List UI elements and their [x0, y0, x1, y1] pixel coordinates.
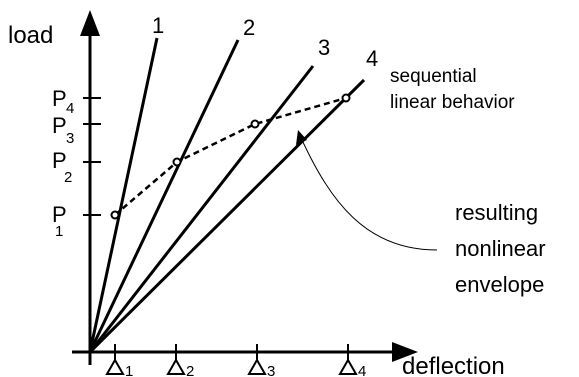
line-label-4: 4 — [366, 46, 378, 71]
load-label-1: P 1 — [52, 202, 67, 240]
line-label-3: 3 — [318, 35, 330, 60]
envelope-pointer-arrowhead — [296, 130, 307, 145]
line-label-1: 1 — [152, 13, 164, 38]
annotation-envelope-line2: nonlinear — [455, 236, 546, 261]
stiffness-line-2 — [88, 39, 240, 353]
stiffness-line-3 — [88, 65, 315, 353]
nonlinear-envelope — [114, 96, 347, 216]
x-axis-label: deflection — [402, 353, 505, 377]
annotation-sequential-line1: sequential — [390, 66, 477, 87]
load-label-1-sub: 1 — [55, 223, 63, 240]
line-label-2: 2 — [243, 15, 255, 40]
y-axis-label: load — [8, 22, 53, 49]
delta-icon — [338, 357, 358, 375]
deflection-step-4: 4 — [338, 344, 366, 377]
x-axis-arrowhead — [392, 342, 418, 362]
deflection-step-4-sub: 4 — [358, 363, 366, 377]
delta-icon — [166, 357, 186, 375]
deflection-step-1: 1 — [105, 344, 133, 377]
load-label-4: P 4 — [52, 86, 74, 117]
deflection-step-2-sub: 2 — [186, 363, 194, 377]
annotation-envelope-line3: envelope — [455, 272, 544, 297]
envelope-point-4 — [341, 93, 351, 103]
annotation-envelope-line1: resulting — [455, 200, 538, 225]
load-label-2: P 2 — [52, 148, 72, 186]
envelope-point-1 — [110, 210, 120, 220]
stiffness-line-4 — [88, 78, 366, 354]
delta-icon — [247, 357, 267, 375]
stiffness-line-1 — [88, 37, 159, 353]
envelope-point-3 — [250, 119, 260, 129]
load-label-2-sub: 2 — [64, 169, 72, 186]
load-label-4-sub: 4 — [66, 100, 74, 117]
y-axis-arrowhead — [80, 10, 100, 36]
deflection-step-1-sub: 1 — [125, 363, 133, 377]
load-label-3: P 3 — [52, 113, 74, 147]
deflection-step-3-sub: 3 — [267, 363, 275, 377]
load-label-1-letter: P — [52, 202, 67, 227]
delta-icon — [105, 357, 125, 375]
envelope-point-2 — [172, 157, 182, 167]
load-label-4-letter: P — [52, 86, 67, 111]
annotation-sequential-line2: linear behavior — [390, 92, 515, 113]
load-label-2-letter: P — [52, 148, 67, 173]
deflection-step-3: 3 — [247, 344, 275, 377]
envelope-pointer-curve — [301, 139, 438, 251]
deflection-step-2: 2 — [166, 344, 194, 377]
load-label-3-sub: 3 — [66, 130, 74, 147]
load-label-3-letter: P — [52, 113, 67, 138]
